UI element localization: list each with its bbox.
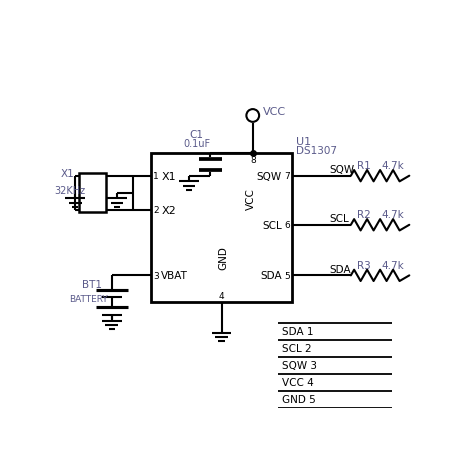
Text: 8: 8 (249, 156, 255, 165)
Bar (78, 174, 106, 213)
Text: 4: 4 (218, 291, 224, 301)
Text: SCL 2: SCL 2 (281, 343, 311, 353)
Text: VCC: VCC (246, 188, 255, 209)
Text: GND 5: GND 5 (281, 394, 315, 404)
Text: 4.7k: 4.7k (381, 210, 404, 220)
Text: X2: X2 (161, 206, 176, 215)
Text: 0.1uF: 0.1uF (183, 139, 210, 148)
Text: DS1307: DS1307 (295, 146, 336, 156)
Text: GND: GND (218, 246, 228, 270)
Text: SDA: SDA (329, 264, 351, 274)
Text: 1: 1 (153, 172, 159, 181)
Text: VCC: VCC (263, 107, 286, 117)
Text: BT1: BT1 (82, 280, 101, 290)
Text: 6: 6 (284, 221, 289, 230)
Text: VCC 4: VCC 4 (281, 377, 313, 387)
Text: 3: 3 (153, 271, 159, 280)
Text: BATTERY: BATTERY (69, 294, 108, 303)
Text: SCL: SCL (329, 214, 348, 224)
Text: SQW 3: SQW 3 (281, 360, 316, 370)
Text: C1: C1 (189, 129, 202, 140)
Text: SQW: SQW (329, 165, 354, 175)
Text: R2: R2 (356, 210, 370, 220)
Text: U1: U1 (295, 137, 310, 147)
Text: 32KHz: 32KHz (54, 185, 85, 196)
Text: R1: R1 (356, 161, 370, 171)
Text: SDA 1: SDA 1 (281, 326, 313, 336)
Text: SCL: SCL (262, 220, 281, 230)
Text: R3: R3 (356, 260, 370, 270)
Text: 2: 2 (153, 206, 158, 215)
Text: 7: 7 (284, 172, 289, 181)
Text: VBAT: VBAT (161, 271, 188, 281)
Text: SQW: SQW (256, 171, 281, 181)
Bar (151, 154, 292, 302)
Text: 4.7k: 4.7k (381, 161, 404, 171)
Text: 5: 5 (284, 271, 289, 280)
Text: X1: X1 (161, 171, 176, 181)
Text: SDA: SDA (260, 271, 281, 281)
Text: 4.7k: 4.7k (381, 260, 404, 270)
Text: X1: X1 (61, 168, 75, 179)
